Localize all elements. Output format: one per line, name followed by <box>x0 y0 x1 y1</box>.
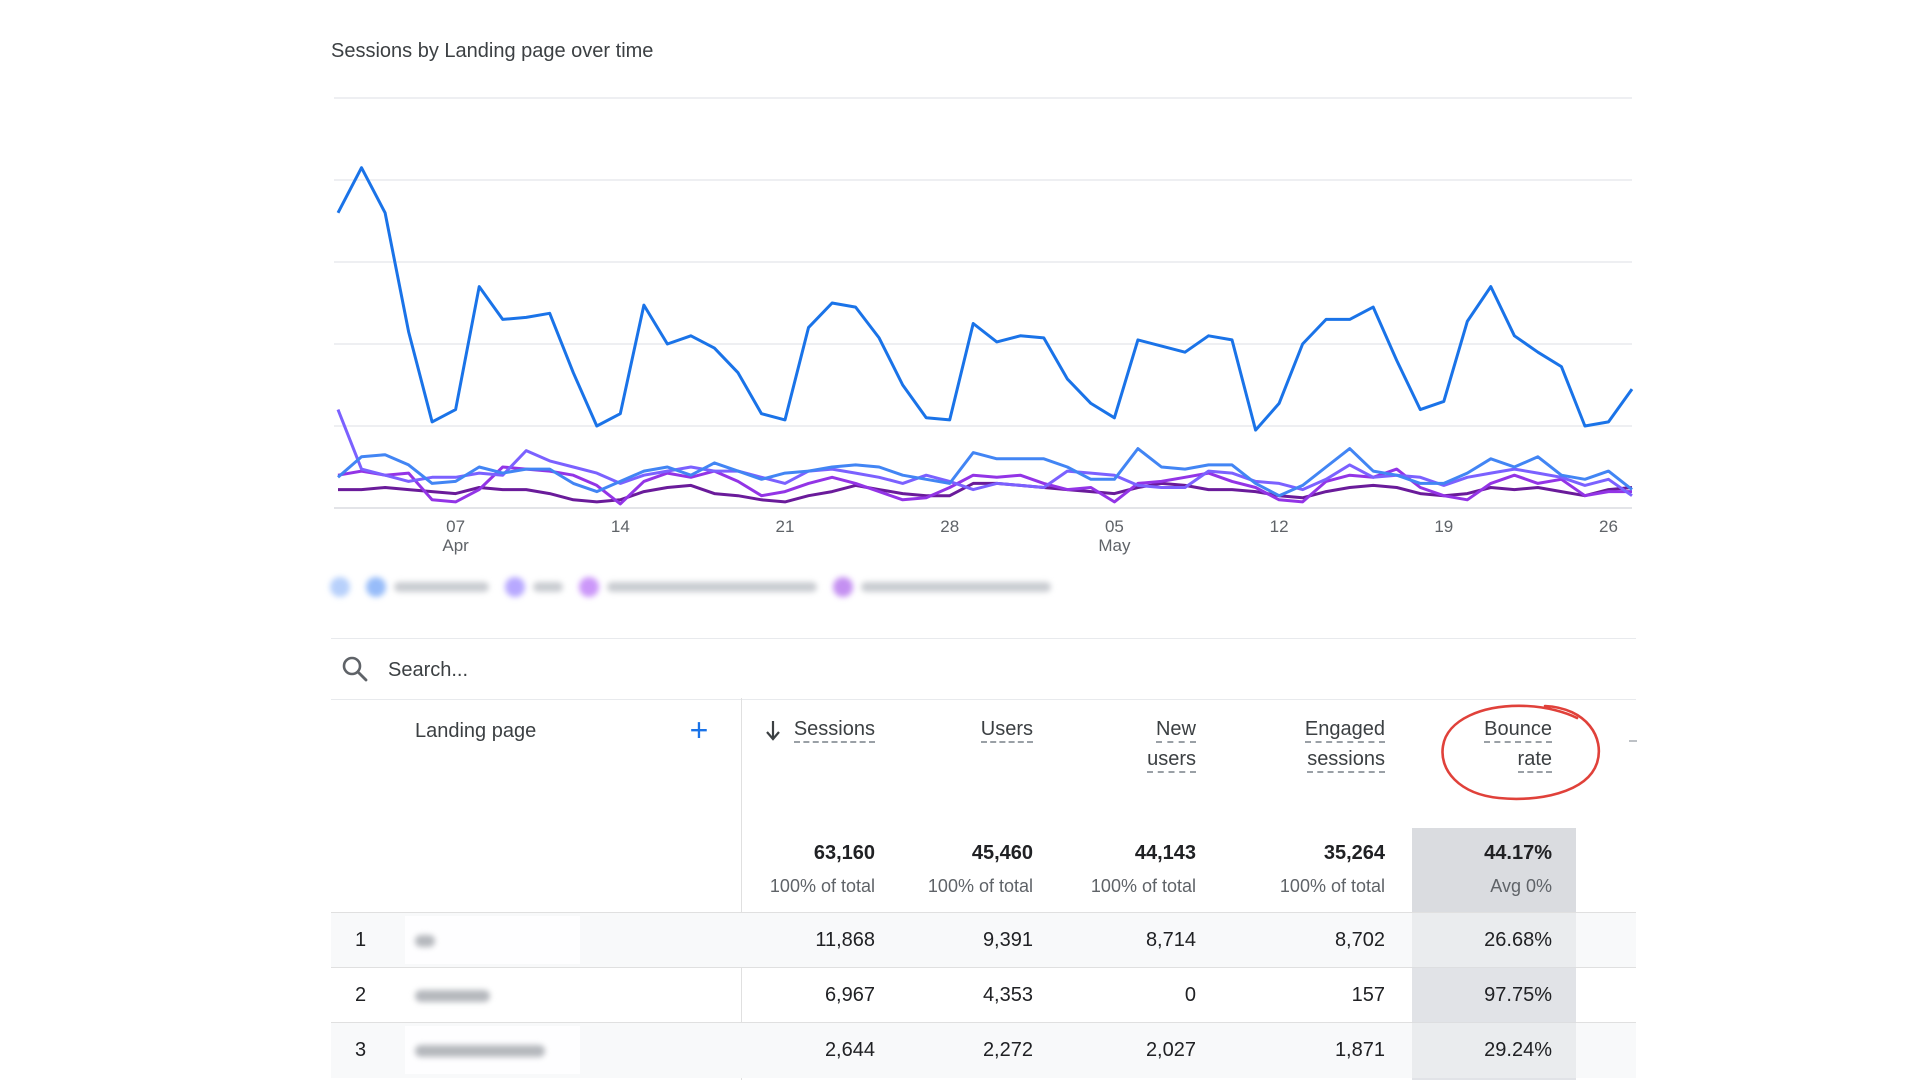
column-header-new-users[interactable]: New users <box>1080 714 1196 774</box>
total-bounce-rate: 44.17% <box>1484 842 1552 864</box>
row-number: 2 <box>355 984 367 1006</box>
total-new-users-sub: 100% of total <box>1090 876 1196 896</box>
redacted-landing-page <box>405 1026 580 1074</box>
x-tick-label: 19 <box>1434 517 1453 536</box>
series-line-2[interactable] <box>337 447 1633 498</box>
column-header-sessions[interactable]: Sessions <box>785 714 875 744</box>
redacted-landing-page <box>405 971 580 1019</box>
row-number: 1 <box>355 929 367 951</box>
x-tick-label: 21 <box>776 517 795 536</box>
table-search <box>331 638 1636 700</box>
x-tick-label: 14 <box>611 517 630 536</box>
total-users: 45,460 <box>971 842 1033 864</box>
annotation-circle <box>1441 704 1601 801</box>
legend-item[interactable] <box>366 577 489 597</box>
cell-bounce-rate: 97.75% <box>1484 984 1552 1006</box>
series-line-1[interactable] <box>336 166 1634 432</box>
x-tick-month: May <box>1098 536 1131 555</box>
cell-engaged-sessions: 157 <box>1351 984 1385 1006</box>
bounce-rate-cells-highlight <box>1412 913 1576 1080</box>
bounce-rate-total-highlight <box>1412 828 1576 913</box>
cell-new-users: 2,027 <box>1145 1039 1196 1061</box>
add-dimension-button[interactable]: + <box>689 712 709 748</box>
cell-new-users: 0 <box>1184 984 1196 1006</box>
total-new-users: 44,143 <box>1134 842 1196 864</box>
row-number: 3 <box>355 1039 367 1061</box>
x-tick-label: 12 <box>1270 517 1289 536</box>
cell-sessions: 11,868 <box>815 929 875 951</box>
legend-item[interactable] <box>833 577 1051 597</box>
sort-down-arrow-icon[interactable] <box>765 718 781 742</box>
total-sessions-sub: 100% of total <box>769 876 875 896</box>
cell-users: 2,272 <box>982 1039 1033 1061</box>
x-tick-label: 05 <box>1105 517 1124 536</box>
series-line-5[interactable] <box>338 481 1633 504</box>
x-tick-label: 26 <box>1599 517 1618 536</box>
redacted-landing-page <box>405 916 580 964</box>
cell-bounce-rate: 26.68% <box>1484 929 1552 951</box>
x-tick-label: 07 <box>446 517 465 536</box>
cell-engaged-sessions: 1,871 <box>1334 1039 1385 1061</box>
cell-users: 9,391 <box>982 929 1033 951</box>
search-icon <box>342 656 368 682</box>
x-tick-month: Apr <box>442 536 469 555</box>
column-header-engaged-sessions[interactable]: Engaged sessions <box>1250 714 1385 774</box>
total-engaged-sessions-sub: 100% of total <box>1279 876 1385 896</box>
total-engaged-sessions: 35,264 <box>1323 842 1385 864</box>
more-columns-indicator <box>1629 740 1637 742</box>
cell-users: 4,353 <box>982 984 1033 1006</box>
series-line-3[interactable] <box>336 409 1633 497</box>
column-header-users[interactable]: Users <box>920 714 1033 744</box>
legend-item[interactable] <box>505 577 563 597</box>
cell-engaged-sessions: 8,702 <box>1334 929 1385 951</box>
legend-item[interactable] <box>330 577 350 597</box>
column-divider <box>741 698 742 1080</box>
cell-bounce-rate: 29.24% <box>1484 1039 1552 1061</box>
dimension-header: Landing page <box>415 720 537 742</box>
total-bounce-rate-sub: Avg 0% <box>1490 876 1552 896</box>
column-header-bounce-rate[interactable]: Bounce rate <box>1440 714 1552 774</box>
legend-item[interactable] <box>579 577 817 597</box>
search-input[interactable] <box>386 653 990 687</box>
cell-sessions: 2,644 <box>824 1039 875 1061</box>
chart-legend <box>330 572 1051 602</box>
table-row[interactable] <box>331 967 1636 1023</box>
cell-new-users: 8,714 <box>1145 929 1196 951</box>
x-tick-label: 28 <box>940 517 959 536</box>
cell-sessions: 6,967 <box>824 984 875 1006</box>
total-users-sub: 100% of total <box>927 876 1033 896</box>
total-sessions: 63,160 <box>813 842 875 864</box>
chart-title: Sessions by Landing page over time <box>331 40 654 62</box>
